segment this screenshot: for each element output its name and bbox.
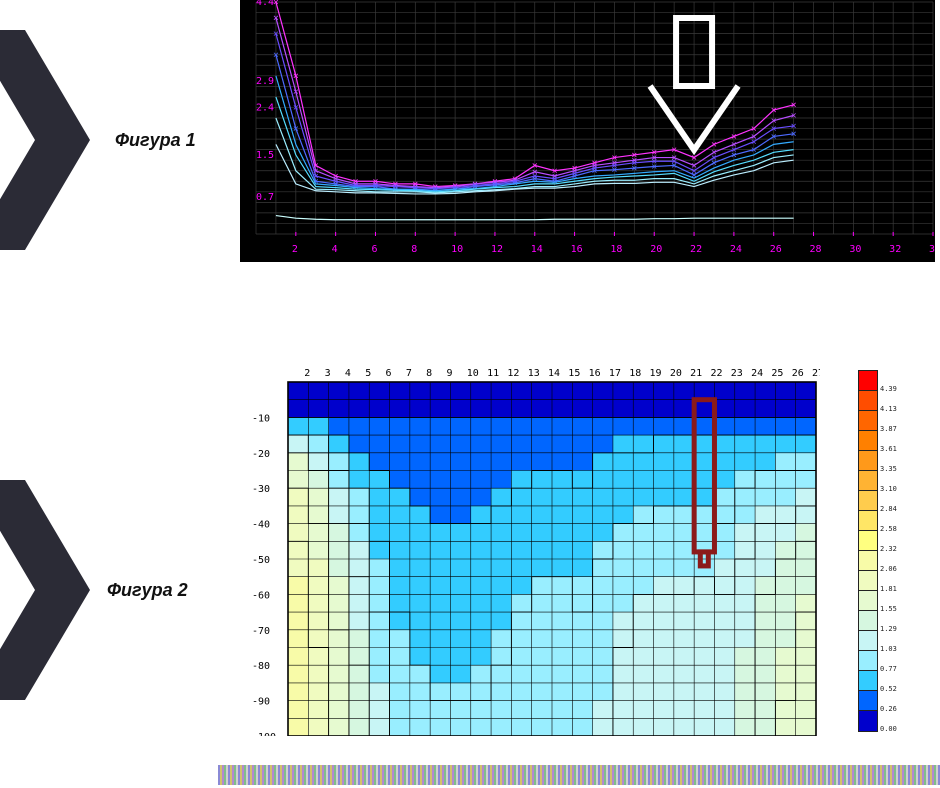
- svg-text:-60: -60: [252, 590, 270, 601]
- svg-text:6: 6: [386, 368, 392, 379]
- svg-text:12: 12: [507, 368, 519, 379]
- dec-arrow-1: [0, 30, 110, 250]
- svg-text:4.4: 4.4: [256, 0, 274, 8]
- svg-text:5: 5: [365, 368, 371, 379]
- svg-text:8: 8: [426, 368, 432, 379]
- svg-text:19: 19: [650, 368, 662, 379]
- svg-text:7: 7: [406, 368, 412, 379]
- svg-text:18: 18: [629, 368, 641, 379]
- svg-text:27: 27: [812, 368, 820, 379]
- svg-text:2: 2: [292, 244, 298, 255]
- svg-text:3: 3: [325, 368, 331, 379]
- svg-text:9: 9: [446, 368, 452, 379]
- svg-text:22: 22: [690, 244, 702, 255]
- svg-text:25: 25: [771, 368, 783, 379]
- fig1-label: Фигура 1: [115, 130, 196, 151]
- svg-text:15: 15: [568, 368, 580, 379]
- svg-text:16: 16: [571, 244, 583, 255]
- svg-text:-50: -50: [252, 555, 270, 566]
- svg-text:22: 22: [710, 368, 722, 379]
- dec-arrow-2: [0, 480, 110, 700]
- svg-text:28: 28: [810, 244, 822, 255]
- svg-text:-100: -100: [252, 732, 276, 736]
- svg-text:2.9: 2.9: [256, 76, 274, 87]
- svg-text:-10: -10: [252, 413, 270, 424]
- svg-text:21: 21: [690, 368, 702, 379]
- svg-text:6: 6: [371, 244, 377, 255]
- svg-text:-90: -90: [252, 697, 270, 708]
- svg-text:18: 18: [610, 244, 622, 255]
- svg-text:23: 23: [731, 368, 743, 379]
- chart2: 2345678910111213141516171819202122232425…: [250, 358, 820, 736]
- svg-text:2.4: 2.4: [256, 102, 274, 113]
- svg-text:20: 20: [670, 368, 682, 379]
- svg-text:11: 11: [487, 368, 499, 379]
- svg-text:10: 10: [451, 244, 463, 255]
- svg-text:24: 24: [730, 244, 742, 255]
- svg-text:-20: -20: [252, 449, 270, 460]
- svg-text:17: 17: [609, 368, 621, 379]
- svg-text:14: 14: [531, 244, 543, 255]
- svg-text:16: 16: [589, 368, 601, 379]
- svg-text:-80: -80: [252, 661, 270, 672]
- svg-text:-40: -40: [252, 520, 270, 531]
- svg-text:1.5: 1.5: [256, 150, 274, 161]
- svg-text:2: 2: [304, 368, 310, 379]
- svg-text:-70: -70: [252, 626, 270, 637]
- svg-text:12: 12: [491, 244, 503, 255]
- svg-text:14: 14: [548, 368, 560, 379]
- chart2-legend: 4.394.133.873.613.353.102.842.582.322.06…: [858, 370, 928, 740]
- svg-text:4: 4: [332, 244, 338, 255]
- svg-text:8: 8: [411, 244, 417, 255]
- svg-text:0.7: 0.7: [256, 192, 274, 203]
- svg-text:26: 26: [770, 244, 782, 255]
- svg-text:32: 32: [889, 244, 901, 255]
- svg-text:10: 10: [467, 368, 479, 379]
- svg-text:20: 20: [650, 244, 662, 255]
- svg-text:24: 24: [751, 368, 763, 379]
- svg-text:26: 26: [792, 368, 804, 379]
- chart1: 2468101214161820222426283032340.71.52.42…: [240, 0, 935, 262]
- svg-text:34: 34: [929, 244, 935, 255]
- svg-text:30: 30: [849, 244, 861, 255]
- noise-bar: [218, 765, 940, 785]
- fig2-label: Фигура 2: [107, 580, 188, 601]
- svg-text:13: 13: [528, 368, 540, 379]
- svg-text:4: 4: [345, 368, 351, 379]
- svg-text:-30: -30: [252, 484, 270, 495]
